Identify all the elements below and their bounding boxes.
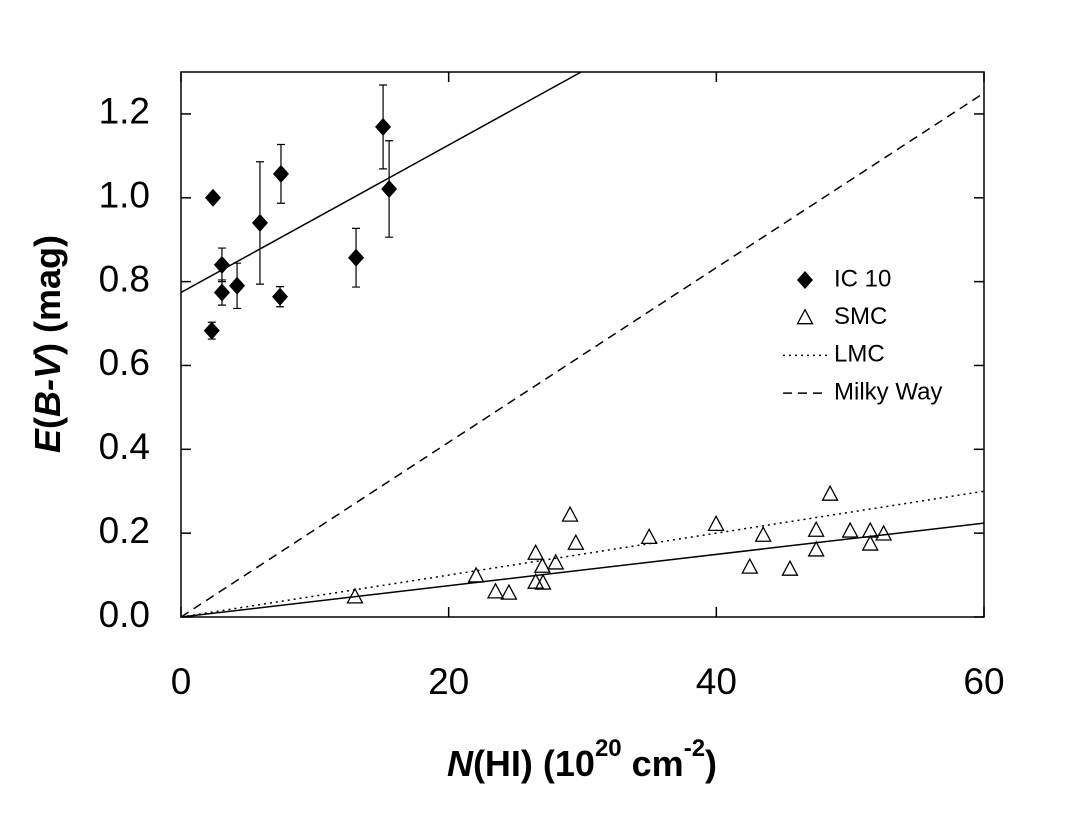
x-tick-label: 0 (171, 661, 192, 702)
legend-label: LMC (834, 341, 885, 368)
triangle-marker (527, 543, 545, 560)
triangle-marker (707, 514, 725, 531)
fit-line (181, 522, 984, 617)
diamond-marker (213, 255, 230, 274)
legend-label: SMC (834, 303, 887, 330)
triangle-marker (807, 540, 825, 557)
triangle-marker (875, 524, 893, 541)
triangle-marker (841, 521, 859, 538)
triangle-marker (754, 525, 772, 542)
y-tick-label: 0.4 (99, 426, 150, 467)
fit-line (181, 72, 582, 294)
y-axis-label: E(B-V) (mag) (27, 235, 68, 453)
x-axis-label: N(HI) (1020 cm-2) (447, 735, 717, 783)
y-tick-label: 0.6 (99, 342, 150, 383)
triangle-marker (807, 520, 825, 537)
series-line (181, 92, 984, 617)
y-tick-label: 0.8 (99, 258, 150, 299)
triangle-marker (561, 505, 579, 522)
diamond-marker (272, 164, 289, 183)
triangle-marker (533, 556, 551, 573)
y-tick-label: 0.2 (99, 510, 150, 551)
diamond-marker (203, 321, 220, 340)
legend-label: IC 10 (834, 265, 891, 292)
diamond-marker (797, 271, 813, 289)
triangle-marker (534, 573, 552, 590)
diamond-marker (272, 287, 289, 306)
triangle-marker (547, 553, 565, 570)
y-tick-label: 1.0 (99, 175, 150, 216)
triangle-marker (346, 587, 364, 604)
triangle-marker (467, 566, 485, 583)
triangle-marker (861, 534, 879, 551)
diamond-marker (213, 283, 230, 302)
series-line (181, 490, 984, 617)
triangle-marker (567, 533, 585, 550)
y-tick-label: 0.0 (99, 594, 150, 635)
diamond-marker (375, 117, 392, 136)
diamond-marker (229, 276, 246, 295)
triangle-marker (781, 559, 799, 576)
triangle-marker (640, 527, 658, 544)
y-tick-label: 1.2 (99, 91, 150, 132)
plot-frame (180, 71, 985, 618)
diamond-marker (251, 213, 268, 232)
triangle-marker (486, 582, 505, 599)
x-tick-label: 20 (428, 661, 469, 702)
triangle-marker (500, 583, 518, 600)
triangle-marker (821, 484, 839, 501)
triangle-marker (796, 308, 814, 325)
legend-label: Milky Way (834, 378, 942, 405)
x-tick-label: 40 (696, 661, 737, 702)
diamond-marker (204, 188, 221, 207)
diamond-marker (381, 179, 398, 198)
triangle-marker (741, 557, 759, 574)
x-tick-label: 60 (963, 661, 1004, 702)
diamond-marker (348, 248, 365, 267)
